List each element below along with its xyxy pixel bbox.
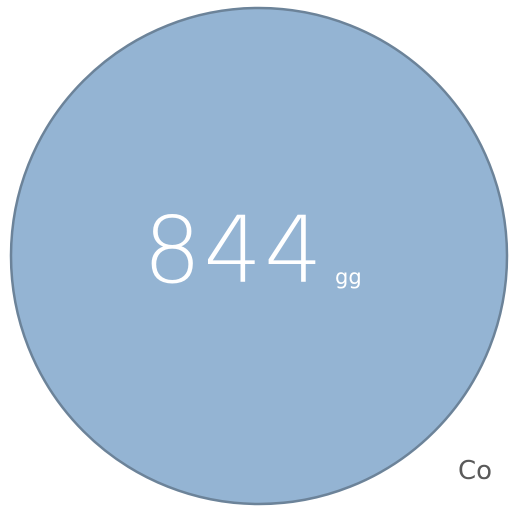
caption-text: Co — [458, 456, 492, 486]
unit-text: gg — [335, 265, 362, 289]
value-circle — [9, 6, 509, 506]
value-text: 844 — [143, 197, 325, 304]
